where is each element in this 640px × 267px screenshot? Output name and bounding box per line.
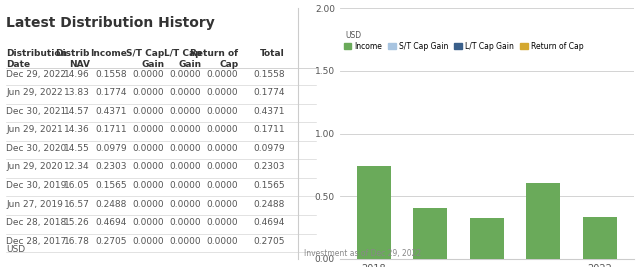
Bar <box>526 183 560 259</box>
Text: 15.26: 15.26 <box>64 218 90 227</box>
Text: 0.0000: 0.0000 <box>170 69 201 78</box>
Text: 0.1565: 0.1565 <box>253 181 285 190</box>
Text: 0.1711: 0.1711 <box>253 125 285 134</box>
Text: Dec 28, 2018: Dec 28, 2018 <box>6 218 67 227</box>
Text: Dec 28, 2017: Dec 28, 2017 <box>6 237 67 246</box>
Text: 0.0000: 0.0000 <box>170 88 201 97</box>
Text: Return of
Cap: Return of Cap <box>190 49 238 69</box>
Text: 0.0000: 0.0000 <box>207 218 238 227</box>
Text: 0.2303: 0.2303 <box>95 162 127 171</box>
Text: 0.0979: 0.0979 <box>95 144 127 153</box>
Text: 0.0000: 0.0000 <box>132 218 164 227</box>
Text: 0.1558: 0.1558 <box>95 69 127 78</box>
Text: Jun 29, 2022: Jun 29, 2022 <box>6 88 63 97</box>
Text: Jun 29, 2021: Jun 29, 2021 <box>6 125 63 134</box>
Text: 0.0000: 0.0000 <box>132 199 164 209</box>
Text: 0.0000: 0.0000 <box>207 69 238 78</box>
Text: L/T Cap
Gain: L/T Cap Gain <box>164 49 201 69</box>
Text: 0.0000: 0.0000 <box>207 237 238 246</box>
Text: Distribution
Date: Distribution Date <box>6 49 67 69</box>
Text: 0.0000: 0.0000 <box>207 125 238 134</box>
Bar <box>356 166 390 259</box>
Text: 16.57: 16.57 <box>64 199 90 209</box>
Text: 0.0000: 0.0000 <box>207 199 238 209</box>
Text: 0.0000: 0.0000 <box>170 162 201 171</box>
Text: 0.0000: 0.0000 <box>170 237 201 246</box>
Text: 0.2488: 0.2488 <box>253 199 285 209</box>
Text: Jun 27, 2019: Jun 27, 2019 <box>6 199 63 209</box>
Text: Dec 30, 2021: Dec 30, 2021 <box>6 107 67 116</box>
Legend: Income, S/T Cap Gain, L/T Cap Gain, Return of Cap: Income, S/T Cap Gain, L/T Cap Gain, Retu… <box>344 42 584 51</box>
Text: USD: USD <box>6 245 26 254</box>
Text: 0.0000: 0.0000 <box>132 237 164 246</box>
Text: 0.0000: 0.0000 <box>132 69 164 78</box>
Text: Investment as of Dec 29, 2022: Investment as of Dec 29, 2022 <box>304 249 421 258</box>
Text: Total: Total <box>260 49 285 58</box>
Text: 0.1774: 0.1774 <box>253 88 285 97</box>
Text: Jun 29, 2020: Jun 29, 2020 <box>6 162 63 171</box>
Text: 13.83: 13.83 <box>64 88 90 97</box>
Text: 0.1711: 0.1711 <box>95 125 127 134</box>
Text: 0.0000: 0.0000 <box>132 162 164 171</box>
Bar <box>413 208 447 259</box>
Text: 0.4694: 0.4694 <box>253 218 285 227</box>
Text: 0.1565: 0.1565 <box>95 181 127 190</box>
Text: Dec 30, 2019: Dec 30, 2019 <box>6 181 67 190</box>
Text: 14.55: 14.55 <box>64 144 90 153</box>
Text: 0.0000: 0.0000 <box>132 107 164 116</box>
Text: 0.0979: 0.0979 <box>253 144 285 153</box>
Text: 16.78: 16.78 <box>64 237 90 246</box>
Text: 0.2488: 0.2488 <box>95 199 127 209</box>
Text: 0.0000: 0.0000 <box>132 125 164 134</box>
Bar <box>470 218 504 259</box>
Text: Dec 30, 2020: Dec 30, 2020 <box>6 144 67 153</box>
Bar <box>583 217 617 259</box>
Text: 16.05: 16.05 <box>64 181 90 190</box>
Text: 0.1558: 0.1558 <box>253 69 285 78</box>
Text: 0.2705: 0.2705 <box>253 237 285 246</box>
Text: 0.0000: 0.0000 <box>170 144 201 153</box>
Text: 0.0000: 0.0000 <box>207 107 238 116</box>
Text: 0.0000: 0.0000 <box>170 181 201 190</box>
Text: 0.4371: 0.4371 <box>95 107 127 116</box>
Text: 0.2705: 0.2705 <box>95 237 127 246</box>
Text: Dec 29, 2022: Dec 29, 2022 <box>6 69 67 78</box>
Text: 0.0000: 0.0000 <box>132 88 164 97</box>
Text: 0.0000: 0.0000 <box>170 125 201 134</box>
Text: Distrib
NAV: Distrib NAV <box>56 49 90 69</box>
Text: Income: Income <box>90 49 127 58</box>
Text: 0.0000: 0.0000 <box>207 144 238 153</box>
Text: 14.57: 14.57 <box>64 107 90 116</box>
Text: 0.1774: 0.1774 <box>95 88 127 97</box>
Text: 0.0000: 0.0000 <box>132 144 164 153</box>
Text: 14.96: 14.96 <box>64 69 90 78</box>
Text: Latest Distribution History: Latest Distribution History <box>6 15 215 30</box>
Text: 14.36: 14.36 <box>64 125 90 134</box>
Text: 0.4371: 0.4371 <box>253 107 285 116</box>
Text: 0.0000: 0.0000 <box>207 88 238 97</box>
Text: 12.34: 12.34 <box>64 162 90 171</box>
Text: Annual Distribution: Annual Distribution <box>340 0 492 3</box>
Text: 0.0000: 0.0000 <box>170 199 201 209</box>
Text: S/T Cap
Gain: S/T Cap Gain <box>126 49 164 69</box>
Text: 0.0000: 0.0000 <box>207 181 238 190</box>
Text: 0.0000: 0.0000 <box>207 162 238 171</box>
Text: USD: USD <box>346 31 362 40</box>
Text: 0.2303: 0.2303 <box>253 162 285 171</box>
Text: 0.0000: 0.0000 <box>170 218 201 227</box>
Text: ⊞: ⊞ <box>626 0 637 1</box>
Text: 0.0000: 0.0000 <box>132 181 164 190</box>
Text: 0.0000: 0.0000 <box>170 107 201 116</box>
Text: 0.4694: 0.4694 <box>95 218 127 227</box>
